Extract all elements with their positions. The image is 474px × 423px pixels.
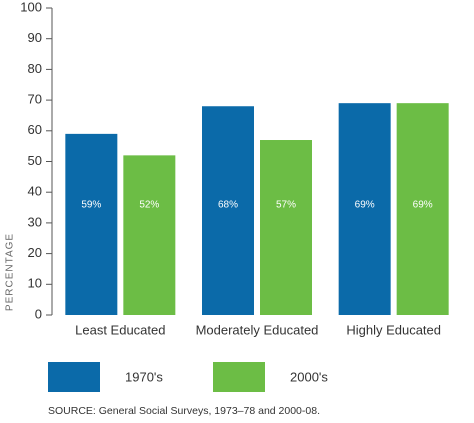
y-tick-label: 30 (28, 214, 42, 229)
source-note: SOURCE: General Social Surveys, 1973–78 … (48, 405, 320, 417)
y-tick-label: 50 (28, 153, 42, 168)
value-label: 59% (81, 200, 101, 211)
legend-label: 2000's (290, 369, 328, 384)
bar (338, 103, 391, 315)
value-label: 69% (355, 200, 375, 211)
y-tick-label: 80 (28, 61, 42, 76)
x-tick-label: Highly Educated (346, 322, 441, 337)
y-tick-label: 40 (28, 184, 42, 199)
y-tick-label: 60 (28, 122, 42, 137)
legend-swatch (48, 362, 100, 392)
bar (396, 103, 449, 315)
bar (260, 140, 312, 315)
y-tick-label: 20 (28, 245, 42, 260)
y-tick-label: 100 (20, 0, 42, 14)
legend-label: 1970's (125, 369, 163, 384)
y-tick-label: 10 (28, 276, 42, 291)
x-tick-label: Moderately Educated (196, 322, 319, 337)
value-label: 57% (276, 200, 296, 211)
value-label: 52% (139, 200, 159, 211)
bar (123, 155, 176, 315)
y-tick-label: 70 (28, 92, 42, 107)
legend-swatch (213, 362, 265, 392)
y-axis-label: PERCENTAGE (5, 233, 16, 311)
value-label: 69% (413, 200, 433, 211)
y-tick-label: 0 (35, 306, 42, 321)
bar (202, 106, 254, 316)
value-label: 68% (218, 200, 238, 211)
x-tick-label: Least Educated (75, 322, 165, 337)
bar (65, 133, 118, 315)
y-tick-label: 90 (28, 30, 42, 45)
